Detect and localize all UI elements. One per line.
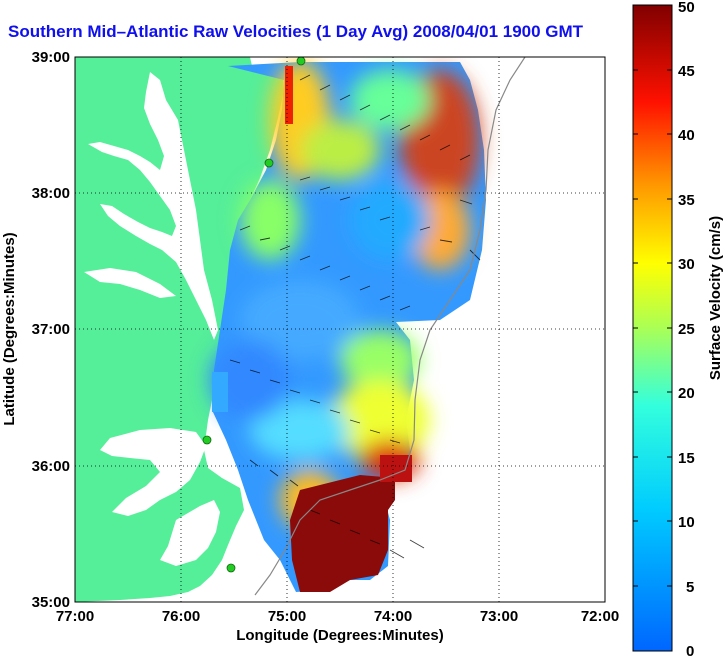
x-tick-label: 73:00 (480, 608, 518, 625)
x-tick-label: 75:00 (268, 608, 306, 625)
colorbar-tick-label: 40 (678, 127, 695, 144)
x-tick-label: 74:00 (374, 608, 412, 625)
station-marker (226, 563, 236, 573)
map-title: Southern Mid–Atlantic Raw Velocities (1 … (8, 22, 584, 41)
colorbar-label: Surface Velocity (cm/s) (707, 216, 724, 380)
y-axis-label: Latitude (Degrees:Minutes) (1, 232, 18, 425)
colorbar-tick-label: 45 (678, 63, 695, 80)
grid (75, 57, 605, 602)
colorbar-tick-labels: 50 45 40 35 30 25 20 15 10 5 0 (678, 0, 695, 659)
bay-tributary (84, 268, 176, 298)
y-tick-label: 36:00 (32, 458, 70, 475)
axes-frame (74, 56, 606, 603)
bathymetry-contour (254, 57, 526, 596)
y-tick-label: 37:00 (32, 321, 70, 338)
x-tick-labels: 77:00 76:00 75:00 74:00 73:00 72:00 (56, 608, 619, 625)
y-tick-label: 35:00 (32, 594, 70, 611)
sound-water (100, 428, 206, 516)
colorbar-tick-label: 10 (678, 514, 695, 531)
station-marker (264, 158, 274, 168)
x-tick-label: 76:00 (162, 608, 200, 625)
colorbar-tick-label: 0 (686, 643, 694, 659)
station-marker (296, 57, 306, 66)
y-tick-labels: 39:00 38:00 37:00 36:00 35:00 (32, 49, 70, 611)
colorbar (632, 4, 673, 652)
colorbar-ticks (633, 4, 672, 587)
sound-water-south (160, 500, 220, 566)
colorbar-tick-label: 15 (678, 450, 695, 467)
station-marker (202, 435, 212, 445)
colorbar-tick-label: 35 (678, 192, 695, 209)
x-axis-label: Longitude (Degrees:Minutes) (236, 627, 444, 644)
y-tick-label: 38:00 (32, 185, 70, 202)
x-tick-label: 72:00 (581, 608, 619, 625)
x-tick-label: 77:00 (56, 608, 94, 625)
colorbar-tick-label: 50 (678, 0, 695, 16)
colorbar-tick-label: 30 (678, 256, 695, 273)
colorbar-tick-label: 20 (678, 385, 695, 402)
bay-water (88, 72, 218, 340)
velocity-vectors (229, 74, 481, 559)
velocity-field (210, 60, 486, 592)
y-tick-label: 39:00 (32, 49, 70, 66)
colorbar-tick-label: 5 (686, 579, 694, 596)
colorbar-tick-label: 25 (678, 321, 695, 338)
